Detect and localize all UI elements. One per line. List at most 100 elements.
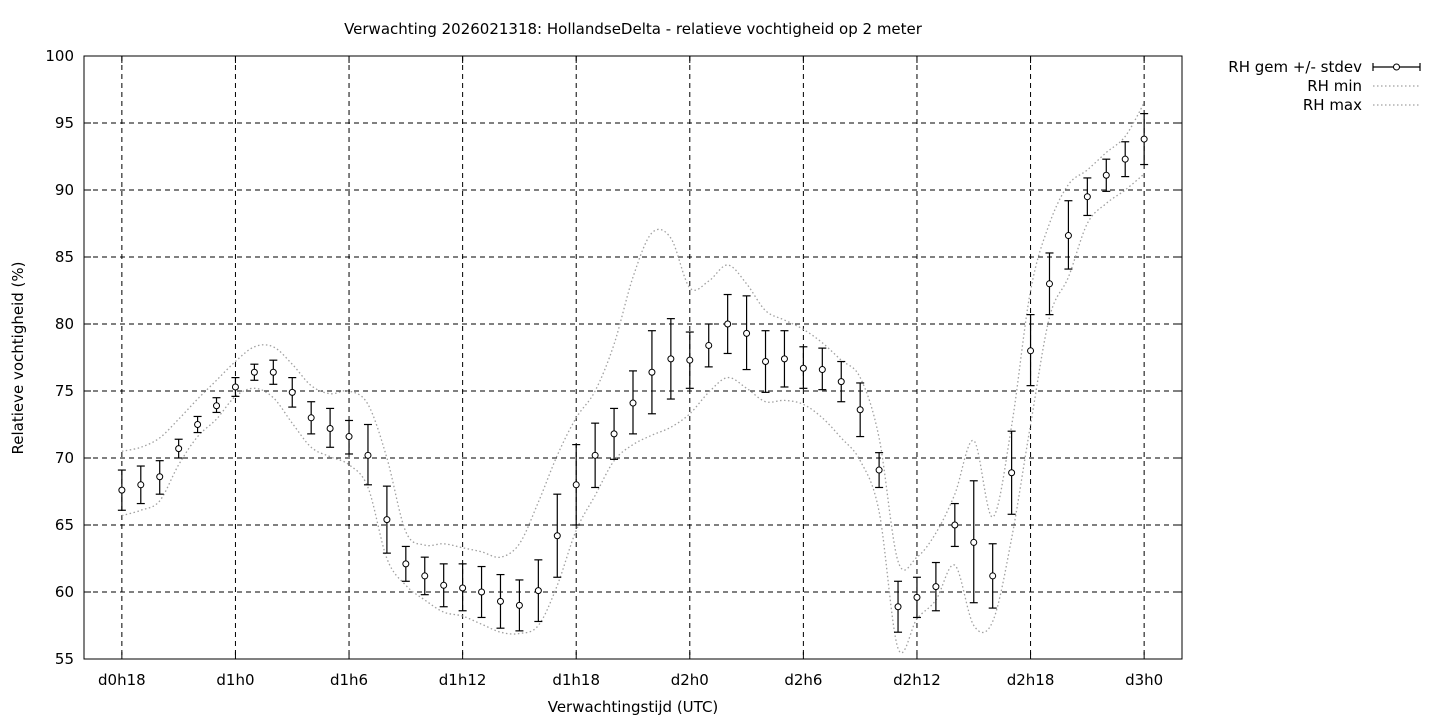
y-tick-label: 100: [45, 47, 74, 65]
errorbar-point: [856, 382, 865, 438]
mean-marker: [667, 355, 675, 363]
mean-marker: [383, 516, 391, 524]
errorbar-point: [553, 493, 562, 578]
mean-marker: [894, 603, 902, 611]
errorbar-point: [610, 407, 619, 460]
errorbar-point: [420, 556, 429, 596]
mean-marker: [989, 572, 997, 580]
errorbar-point: [269, 359, 278, 385]
mean-marker: [1102, 171, 1110, 179]
errorbar-point: [326, 407, 335, 448]
mean-marker: [1140, 135, 1148, 143]
mean-marker: [1045, 280, 1053, 288]
errorbar-point: [1140, 113, 1149, 166]
errorbar-point: [496, 573, 505, 629]
errorbar-point: [231, 377, 240, 397]
y-axis-ticks: 55 60 65 70 75 80 85 90 95 100: [45, 47, 1182, 668]
series-rh-max-line: [121, 102, 1145, 571]
mean-marker: [421, 572, 429, 580]
mean-marker: [799, 364, 807, 372]
errorbar-point: [1007, 430, 1016, 515]
x-tick-label: d1h6: [330, 671, 368, 689]
y-tick-label: 55: [55, 650, 74, 668]
y-axis-label: Relatieve vochtigheid (%): [9, 261, 27, 454]
errorbar-point: [988, 543, 997, 609]
y-tick-label: 65: [55, 516, 74, 534]
y-tick-label: 75: [55, 382, 74, 400]
mean-marker: [743, 329, 751, 337]
errorbar-point: [401, 545, 410, 582]
x-tick-label: d3h0: [1125, 671, 1163, 689]
errorbar-point: [818, 347, 827, 391]
mean-marker: [534, 587, 542, 595]
mean-marker: [364, 451, 372, 459]
x-tick-label: d2h18: [1007, 671, 1055, 689]
errorbar-point: [1083, 177, 1092, 217]
errorbar-point: [212, 397, 221, 414]
y-tick-label: 85: [55, 248, 74, 266]
errorbar-point: [458, 563, 467, 612]
errorbar-point: [477, 565, 486, 619]
mean-marker: [762, 358, 770, 366]
x-tick-label: d0h18: [98, 671, 146, 689]
mean-marker: [440, 581, 448, 589]
legend-label: RH min: [1307, 77, 1362, 95]
mean-marker: [1027, 347, 1035, 355]
errorbar-point: [439, 563, 448, 608]
mean-marker: [1064, 232, 1072, 240]
mean-marker: [970, 538, 978, 546]
errorbar-point: [155, 460, 164, 495]
mean-marker: [951, 521, 959, 529]
errorbar-point: [117, 469, 126, 511]
mean-marker: [913, 593, 921, 601]
y-tick-label: 60: [55, 583, 74, 601]
errorbar-point: [250, 363, 259, 381]
series-rh-min-line: [121, 173, 1145, 654]
errorbar-point: [704, 323, 713, 368]
x-tick-label: d1h12: [439, 671, 487, 689]
mean-marker: [1008, 469, 1016, 477]
errorbar-point: [1064, 200, 1073, 270]
mean-marker: [856, 406, 864, 414]
y-tick-label: 70: [55, 449, 74, 467]
mean-marker: [137, 481, 145, 489]
errorbar-point: [950, 502, 959, 548]
errorbar-point: [591, 422, 600, 489]
mean-marker: [686, 356, 694, 364]
legend-swatch-marker: [1393, 63, 1400, 71]
x-tick-label: d1h18: [552, 671, 600, 689]
errorbar-point: [685, 331, 694, 389]
mean-marker: [156, 473, 164, 481]
mean-marker: [194, 421, 202, 428]
legend-label: RH max: [1303, 96, 1362, 114]
chart-title: Verwachting 2026021318: HollandseDelta -…: [344, 20, 923, 38]
mean-marker: [326, 425, 334, 433]
mean-marker: [1121, 155, 1129, 163]
x-tick-label: d2h6: [784, 671, 822, 689]
errorbar-point: [1121, 141, 1130, 178]
mean-stdev-errorbars: [117, 113, 1149, 633]
mean-marker: [231, 383, 239, 391]
errorbar-point: [136, 465, 145, 505]
errorbar-point: [174, 438, 183, 459]
mean-marker: [553, 532, 561, 540]
errorbar-point: [969, 480, 978, 604]
mean-marker: [1083, 193, 1091, 201]
errorbar-point: [307, 401, 316, 435]
grid-lines: [84, 56, 1182, 659]
errorbar-point: [193, 415, 202, 434]
x-tick-label: d1h0: [216, 671, 254, 689]
mean-marker: [250, 368, 258, 376]
mean-marker: [818, 366, 826, 374]
mean-marker: [496, 597, 504, 605]
errorbar-point: [1045, 252, 1054, 316]
x-tick-label: d2h0: [671, 671, 709, 689]
errorbar-point: [1026, 314, 1035, 387]
mean-marker: [648, 368, 656, 376]
x-tick-label: d2h12: [893, 671, 941, 689]
mean-marker: [780, 355, 788, 363]
mean-marker: [345, 433, 353, 441]
mean-marker: [572, 481, 580, 489]
